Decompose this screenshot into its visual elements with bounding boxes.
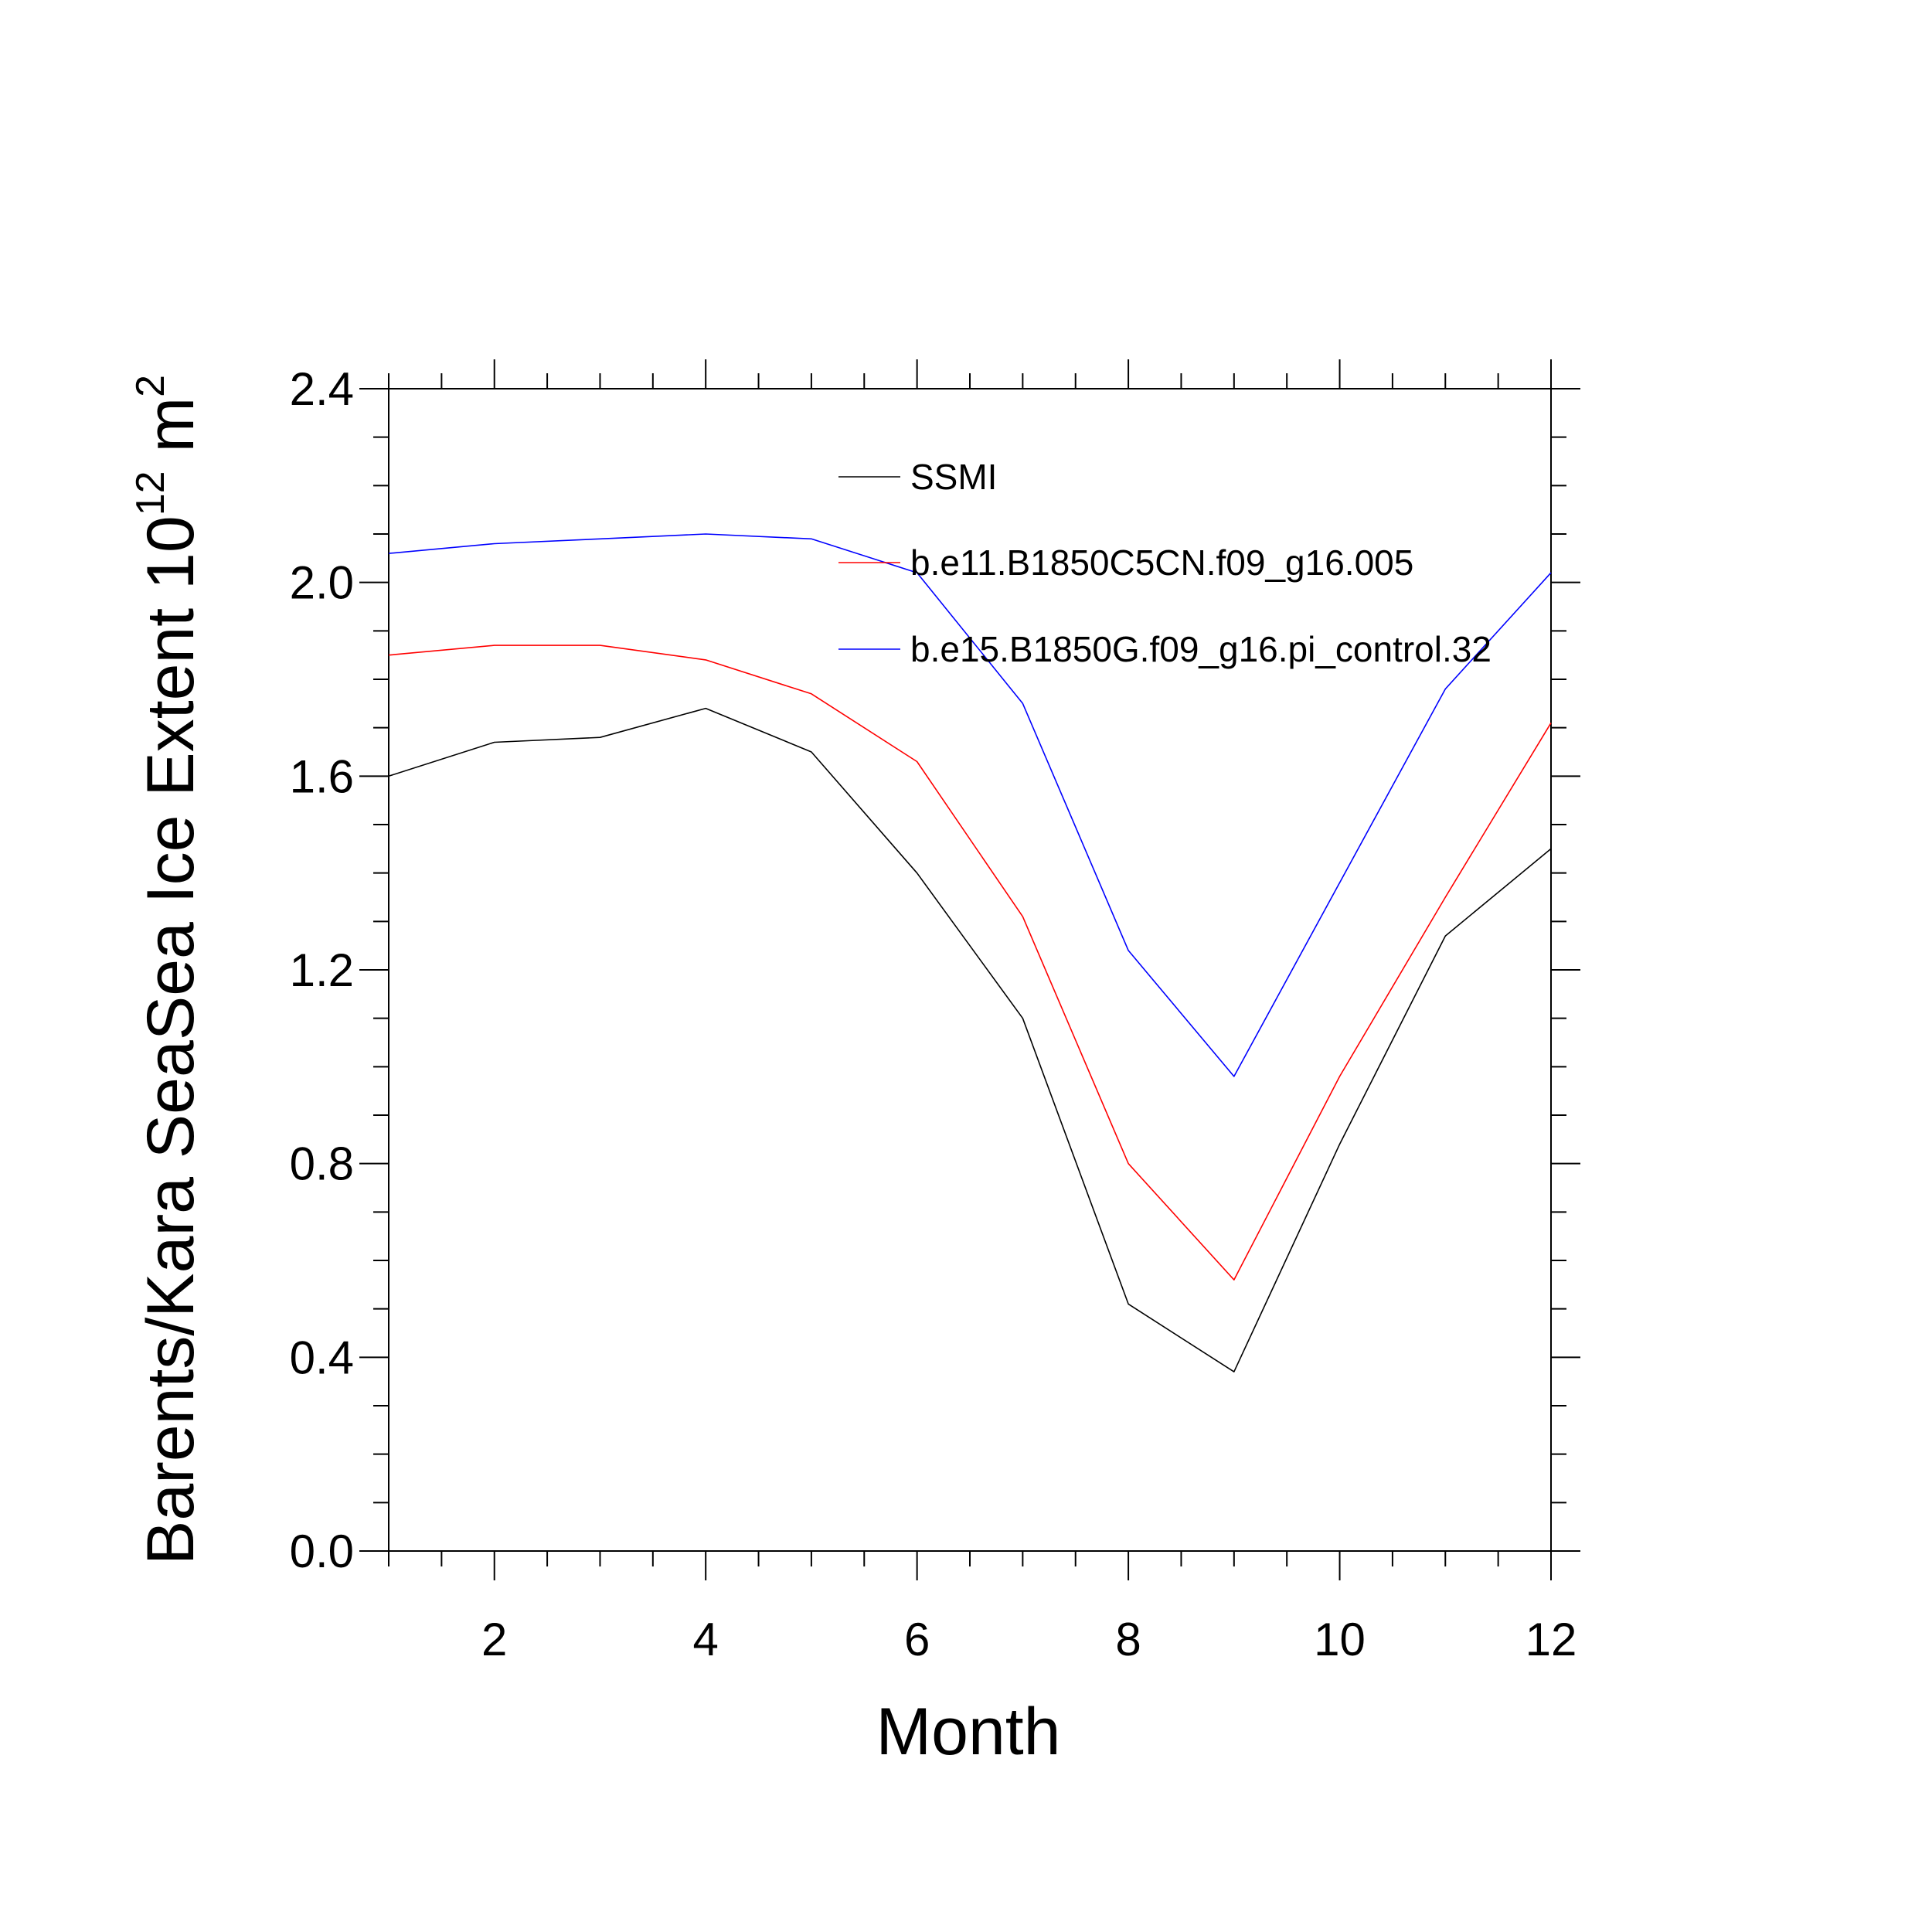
x-tick-label: 12 [1526,1614,1577,1665]
y-axis-title-exponent: 12 [128,471,173,515]
tick-marks [359,359,1580,1580]
x-tick-label: 10 [1314,1614,1366,1665]
y-tick-label: 1.6 [290,750,354,802]
series-line [388,707,1552,1372]
y-tick-label: 0.0 [290,1526,354,1577]
x-tick-label: 8 [1115,1614,1141,1665]
y-axis-title: Barents/Kara SeaSea Ice Extent 1012 m2 [128,375,208,1565]
series-lines [388,533,1552,1372]
y-tick-label: 0.8 [290,1138,354,1190]
y-tick-labels: 0.0 0.4 0.8 1.2 1.6 2.0 2.4 [290,363,354,1577]
legend-label: SSMI [910,457,997,497]
series-line [388,645,1552,1281]
legend-label: b.e11.B1850C5CN.f09_g16.005 [910,543,1413,583]
y-tick-label: 0.4 [290,1332,354,1383]
x-axis-title: Month [876,1695,1060,1769]
y-axis-title-unit-exponent: 2 [128,375,173,397]
y-tick-label: 2.4 [290,363,354,415]
y-tick-label: 2.0 [290,557,354,609]
x-tick-label: 6 [904,1614,930,1665]
y-axis-title-unit: m [134,397,208,471]
series-line [388,533,1552,1077]
x-tick-label: 4 [692,1614,718,1665]
x-tick-label: 2 [481,1614,507,1665]
x-tick-labels: 2 4 6 8 10 12 [481,1614,1577,1665]
y-axis-title-main: Barents/Kara SeaSea Ice Extent 10 [134,515,208,1565]
legend: SSMI b.e11.B1850C5CN.f09_g16.005 b.e15.B18… [838,457,1492,669]
y-tick-label: 1.2 [290,944,354,996]
legend-label: b.e15.B1850G.f09_g16.pi_control.32 [910,629,1492,669]
